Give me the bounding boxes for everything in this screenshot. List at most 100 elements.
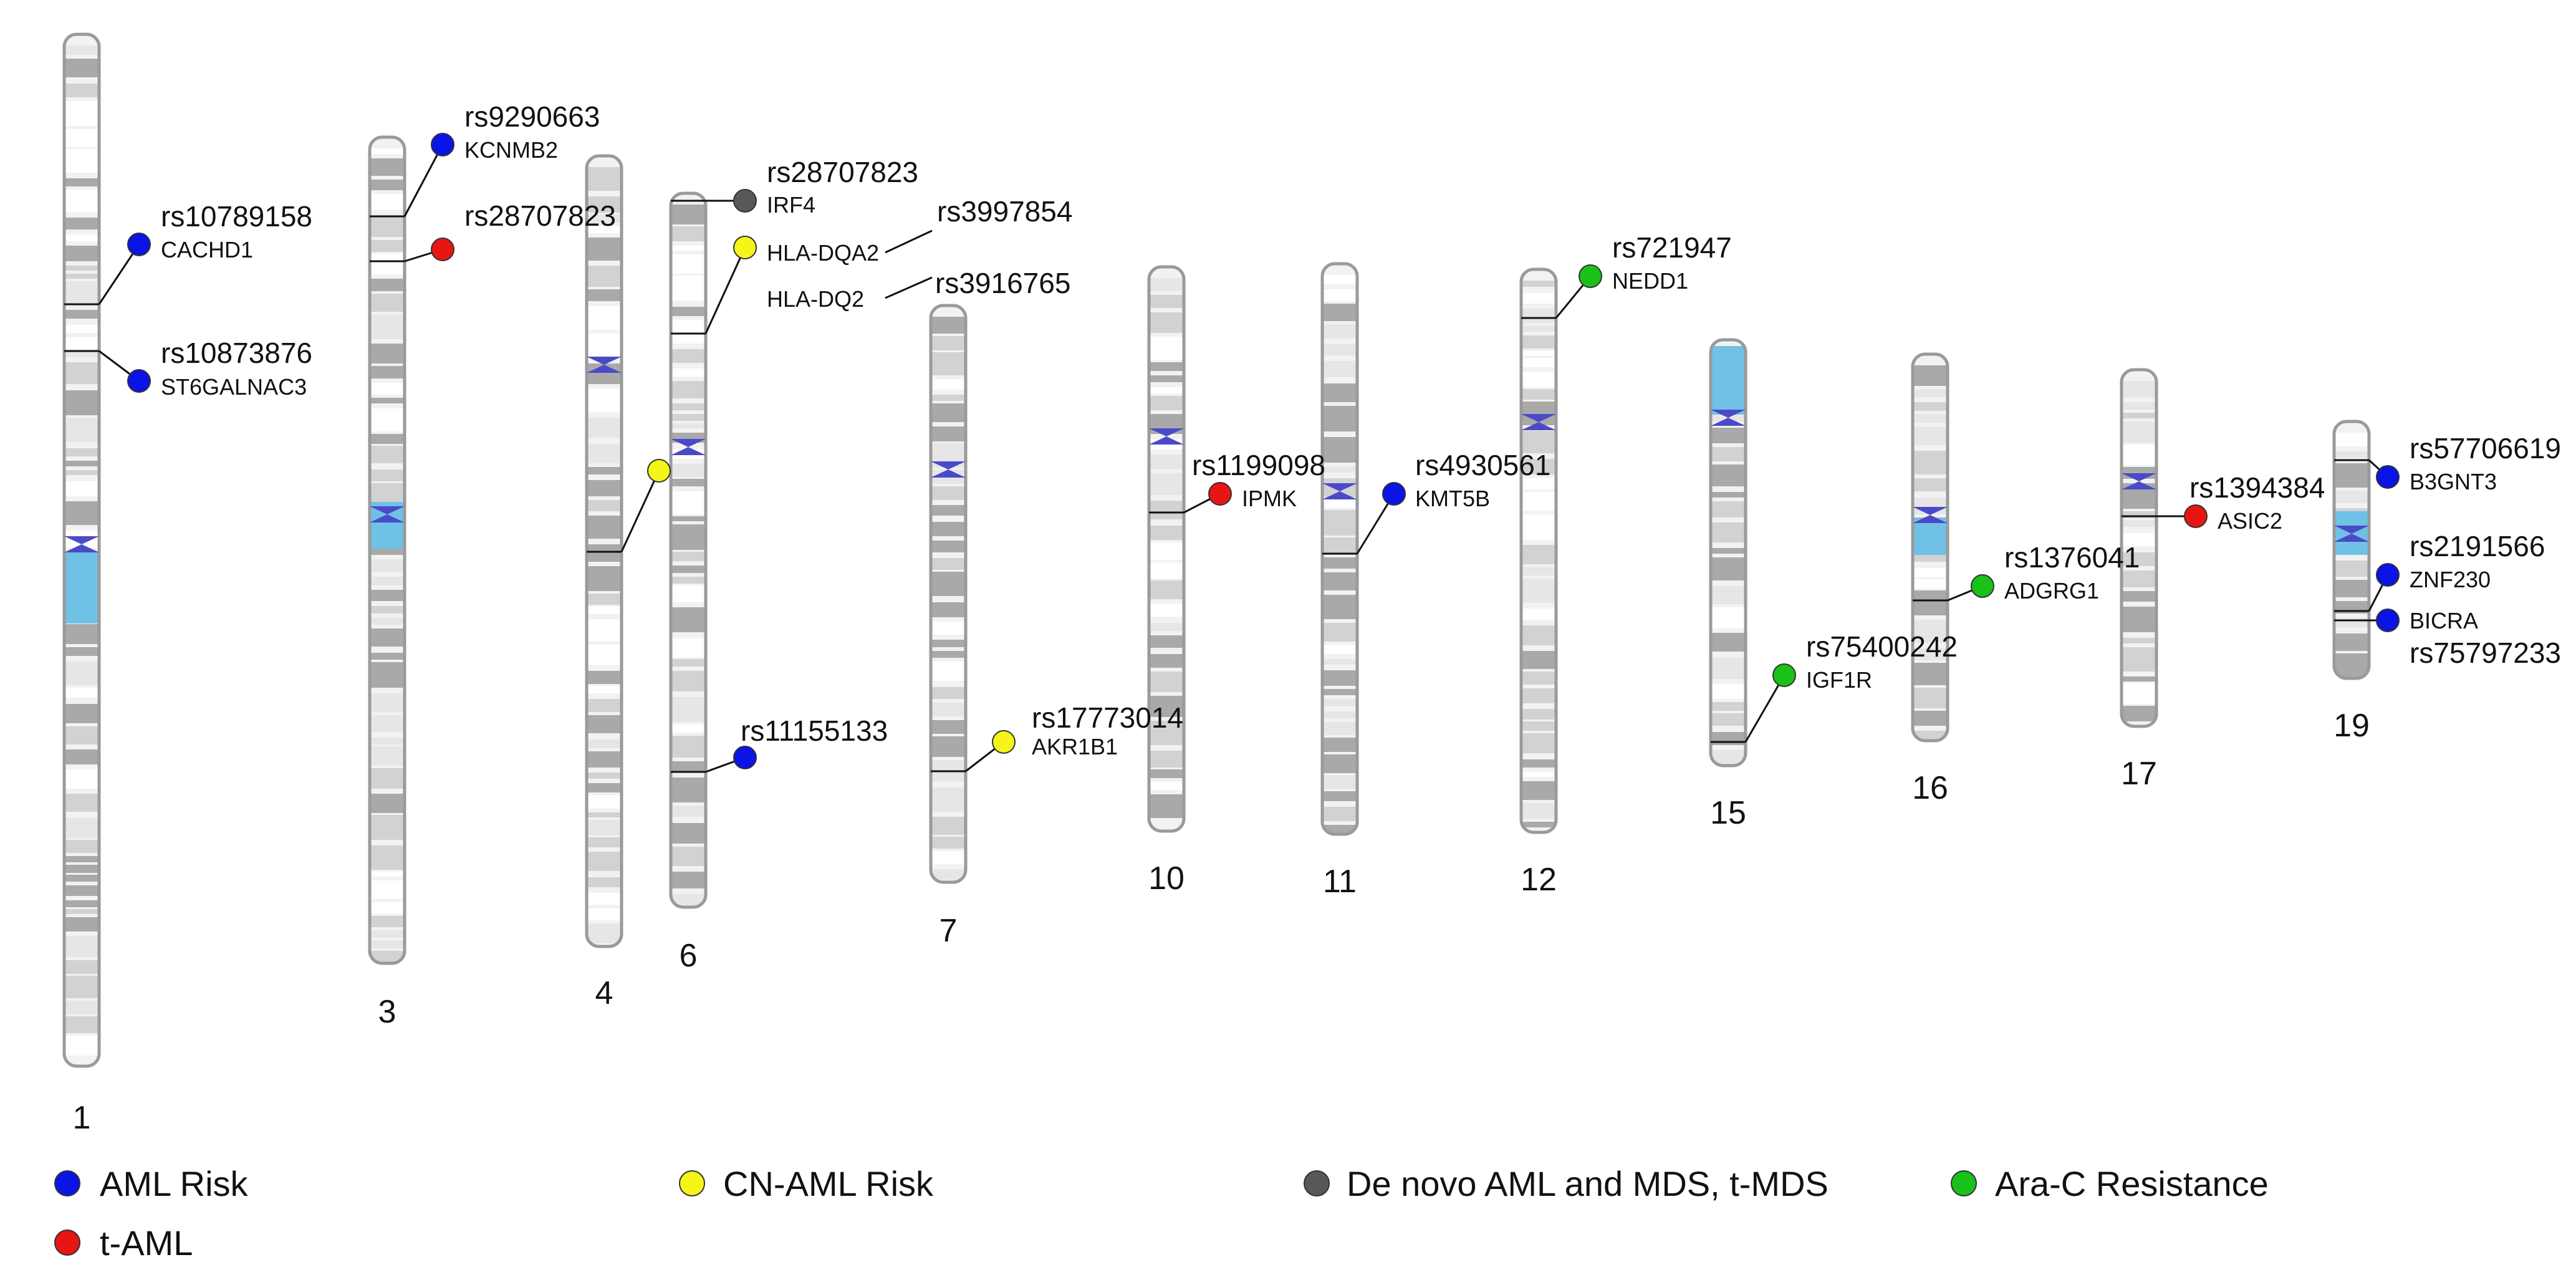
snp-dot — [2376, 563, 2400, 587]
chromosome-outline — [2332, 420, 2371, 680]
snp-gene: B3GNT3 — [2410, 469, 2497, 494]
snp-gene: NEDD1 — [1612, 268, 1688, 294]
snp-gene: KCNMB2 — [464, 137, 558, 163]
snp-marker-rs1376041-adgrg1: rs1376041 ADGRG1 — [1913, 541, 2140, 604]
legend-label: t-AML — [100, 1223, 193, 1263]
legend-item-cn-aml-risk: CN-AML Risk — [679, 1164, 934, 1203]
chromosome-label: 1 — [73, 1100, 91, 1136]
centromere — [64, 536, 99, 552]
snp-rsid: rs1376041 — [2004, 541, 2140, 574]
chromosome-12: 12 — [1519, 267, 1558, 898]
snp-marker-rs721947-nedd1: rs721947 NEDD1 — [1521, 231, 1732, 319]
chromosome-outline — [1911, 352, 1949, 743]
legend-item-de-novo-aml-and-mds-t-mds: De novo AML and MDS, t-MDS — [1304, 1164, 1829, 1203]
centromere — [671, 439, 706, 455]
snp-marker-rs9290663-kcnmb2: rs9290663 KCNMB2 — [370, 100, 600, 218]
chromosome-16: 16 — [1911, 352, 1949, 806]
snp-marker-rs3916765-hla-dq2: rs3916765 HLA-DQ2 — [671, 267, 1070, 335]
snp-marker-rs28707823: rs28707823 — [370, 200, 616, 262]
chromosome-1: 1 — [62, 32, 101, 1136]
chromosome-7: 7 — [929, 304, 968, 949]
snp-gene: IGF1R — [1806, 667, 1872, 693]
legend-label: De novo AML and MDS, t-MDS — [1347, 1164, 1829, 1203]
chromosome-17: 17 — [2120, 368, 2158, 792]
snp-rsid: rs1199098 — [1192, 449, 1325, 481]
snp-rsid: rs3916765 — [935, 267, 1070, 299]
snp-dot — [2376, 609, 2400, 632]
chromosome-bands — [1711, 340, 1746, 766]
connector-line — [620, 470, 660, 552]
chromosome-label: 10 — [1148, 860, 1185, 897]
chromosome-outline — [62, 32, 101, 1068]
snp-dot — [1208, 482, 1232, 506]
snp-gene: CACHD1 — [161, 237, 253, 262]
snp-gene: BICRA — [2410, 608, 2478, 633]
legend-swatch — [54, 1230, 80, 1256]
snp-marker-rs57706619-b3gnt3: rs57706619 B3GNT3 — [2334, 432, 2561, 494]
legend-swatch — [1304, 1170, 1330, 1196]
snp-marker-rs75400242-igf1r: rs75400242 IGF1R — [1711, 630, 1958, 743]
snp-rsid: rs721947 — [1612, 231, 1732, 264]
label-leader — [885, 276, 933, 299]
chromosome-bands — [931, 306, 966, 882]
snp-dot — [2184, 504, 2208, 528]
snp-dot — [2376, 465, 2400, 489]
snp-dot — [992, 730, 1016, 754]
snp-rsid: rs1394384 — [2189, 471, 2325, 504]
chromosome-19: 19 — [2332, 420, 2371, 744]
connector-line — [98, 244, 140, 305]
chromosome-11: 11 — [1320, 262, 1359, 900]
centromere — [1913, 507, 1948, 523]
snp-dot — [733, 236, 757, 259]
chromosome-label: 11 — [1323, 864, 1357, 900]
snp-marker-rs10873876-st6galnac3: rs10873876 ST6GALNAC3 — [64, 337, 312, 400]
snp-rsid: rs10789158 — [161, 200, 312, 233]
snp-rsid: rs75400242 — [1806, 630, 1958, 663]
snp-marker-unlabeled — [587, 459, 671, 553]
centromere — [1521, 414, 1556, 430]
heterochromatin-band — [1711, 346, 1746, 415]
chromosome-label: 3 — [378, 994, 396, 1030]
chromosome-6: 6 — [669, 191, 708, 974]
chromosome-label: 15 — [1710, 795, 1746, 831]
snp-rsid: rs11155133 — [741, 715, 888, 747]
chromosome-bands — [1913, 354, 1948, 741]
snp-dot — [1772, 663, 1796, 687]
chromosome-label: 4 — [595, 975, 613, 1011]
centromere — [1322, 483, 1357, 499]
snp-gene: ADGRG1 — [2004, 578, 2099, 604]
legend-item-ara-c-resistance: Ara-C Resistance — [1951, 1164, 2269, 1203]
chromosome-label: 7 — [940, 913, 958, 949]
chromosome-outline — [929, 304, 968, 884]
snp-marker-rs28707823-irf4: rs28707823 IRF4 — [671, 156, 918, 218]
snp-dot — [733, 746, 757, 769]
snp-marker-rs4930561-kmt5b: rs4930561 KMT5B — [1322, 449, 1550, 555]
snp-dot — [431, 133, 454, 156]
snp-gene: ASIC2 — [2218, 508, 2282, 534]
centromere — [1149, 428, 1184, 445]
snp-dot — [127, 233, 151, 256]
snp-rsid: rs9290663 — [464, 100, 600, 133]
heterochromatin-band — [64, 552, 99, 623]
snp-rsid: rs57706619 — [2410, 432, 2561, 464]
snp-dot — [431, 238, 454, 261]
chromosome-15: 15 — [1709, 338, 1747, 831]
snp-gene: HLA-DQA2 — [767, 240, 879, 266]
snp-rsid: rs28707823 — [767, 156, 918, 188]
snp-rsid: rs28707823 — [464, 200, 616, 232]
chromosome-bands — [370, 137, 405, 963]
centromere — [587, 357, 622, 373]
snp-gene: AKR1B1 — [1032, 734, 1118, 759]
snp-rsid: rs17773014 — [1032, 701, 1183, 734]
snp-dot — [127, 369, 151, 393]
snp-dot — [733, 189, 757, 213]
snp-marker-rs1394384-asic2: rs1394384 ASIC2 — [2122, 471, 2325, 534]
chromosome-label: 19 — [2333, 708, 2370, 744]
legend-swatch — [1951, 1170, 1977, 1196]
chromosome-outline — [1709, 338, 1747, 768]
legend: AML Risk CN-AML Risk De novo AML and MDS, … — [54, 1164, 2269, 1263]
snp-rsid: rs2191566 — [2410, 530, 2545, 562]
legend-label: Ara-C Resistance — [1995, 1164, 2269, 1203]
